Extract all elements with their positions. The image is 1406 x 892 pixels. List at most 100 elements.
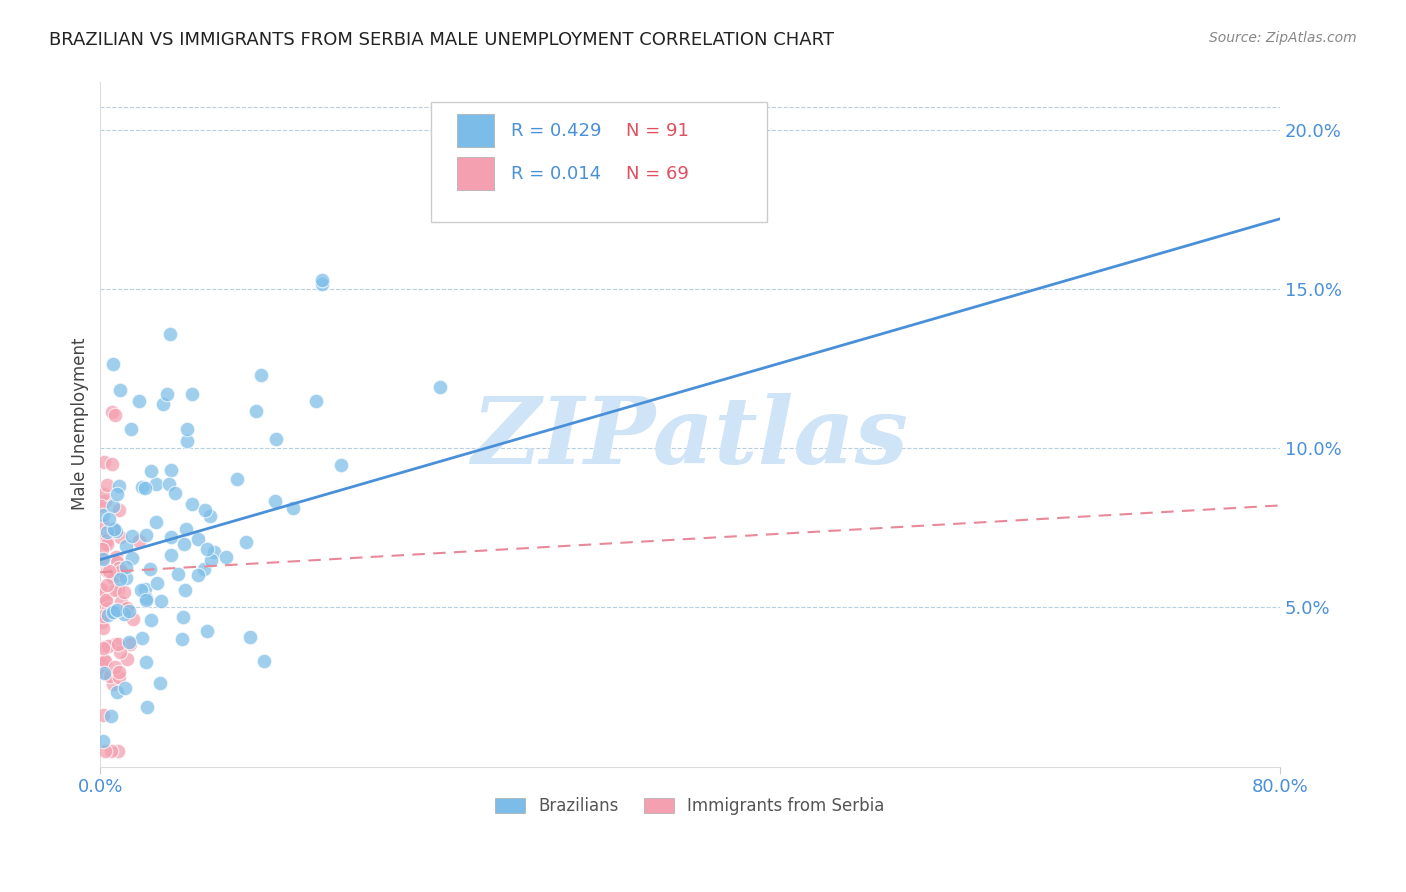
Point (101, 458, 124, 472)
Point (159, 463, 181, 477)
Point (96, 537, 118, 551)
Point (110, 564, 132, 578)
Point (91, 508, 114, 523)
Point (108, 561, 131, 575)
Point (172, 632, 194, 646)
Text: N = 91: N = 91 (627, 121, 689, 139)
Point (135, 700, 157, 714)
Point (105, 487, 128, 501)
FancyBboxPatch shape (430, 103, 766, 222)
Point (200, 553, 222, 567)
Point (104, 550, 127, 565)
Point (90, 582, 112, 596)
Point (195, 542, 218, 557)
Point (131, 480, 153, 494)
Point (202, 545, 225, 559)
Point (110, 383, 132, 397)
Point (112, 607, 135, 621)
Point (97, 607, 120, 622)
Point (173, 537, 195, 551)
Point (121, 529, 143, 543)
Point (311, 273, 333, 287)
Point (195, 624, 218, 638)
Point (118, 605, 141, 619)
Point (93, 518, 115, 533)
Text: R = 0.014: R = 0.014 (510, 165, 600, 183)
Point (114, 560, 136, 574)
Point (98, 564, 121, 578)
Point (93, 494, 115, 508)
Point (105, 603, 128, 617)
Point (121, 612, 143, 626)
Point (105, 685, 128, 699)
Point (107, 744, 129, 758)
Point (180, 387, 202, 401)
Point (139, 464, 162, 478)
Point (118, 635, 141, 649)
Point (93, 654, 115, 668)
Text: Source: ZipAtlas.com: Source: ZipAtlas.com (1209, 31, 1357, 45)
Point (193, 562, 215, 576)
Point (305, 394, 328, 409)
Point (149, 594, 172, 608)
Point (94, 640, 117, 655)
Point (264, 493, 287, 508)
Point (101, 605, 124, 619)
Text: ZIPatlas: ZIPatlas (471, 392, 908, 483)
Point (128, 394, 150, 409)
Point (135, 592, 157, 607)
Point (103, 677, 125, 691)
Point (145, 515, 167, 529)
Point (93, 535, 115, 549)
Point (91, 541, 114, 556)
Point (90, 582, 112, 596)
Point (146, 576, 169, 591)
Point (107, 582, 129, 597)
Point (135, 591, 157, 605)
Point (104, 582, 127, 597)
Point (93, 531, 115, 545)
Point (93, 665, 115, 680)
Point (97, 600, 120, 615)
Point (94, 665, 117, 680)
Point (311, 277, 333, 291)
Point (94, 592, 117, 607)
Point (112, 584, 135, 599)
Point (176, 422, 198, 436)
Point (115, 652, 138, 666)
Point (107, 637, 129, 651)
Point (100, 744, 122, 758)
Point (96, 478, 118, 492)
FancyBboxPatch shape (457, 114, 495, 147)
Point (120, 422, 142, 436)
Y-axis label: Male Unemployment: Male Unemployment (72, 338, 89, 510)
Point (239, 630, 262, 644)
Point (134, 481, 156, 495)
Point (91, 608, 114, 623)
Point (96, 524, 118, 539)
Point (91, 615, 114, 630)
Point (250, 368, 273, 383)
Point (139, 613, 162, 627)
Point (90, 589, 112, 603)
Point (266, 433, 288, 447)
Point (108, 645, 131, 659)
Point (329, 458, 352, 472)
Point (194, 502, 217, 516)
Point (128, 534, 150, 549)
Point (429, 379, 451, 393)
Point (253, 654, 276, 668)
Point (90, 499, 112, 513)
Point (166, 567, 188, 582)
Point (160, 548, 183, 562)
Text: R = 0.429: R = 0.429 (510, 121, 602, 139)
Point (101, 357, 124, 371)
Point (103, 604, 125, 618)
Point (114, 540, 136, 554)
Point (101, 571, 124, 585)
Point (200, 508, 222, 523)
Point (159, 530, 181, 544)
Point (91, 708, 114, 723)
Point (90, 535, 112, 549)
Point (94, 654, 117, 668)
